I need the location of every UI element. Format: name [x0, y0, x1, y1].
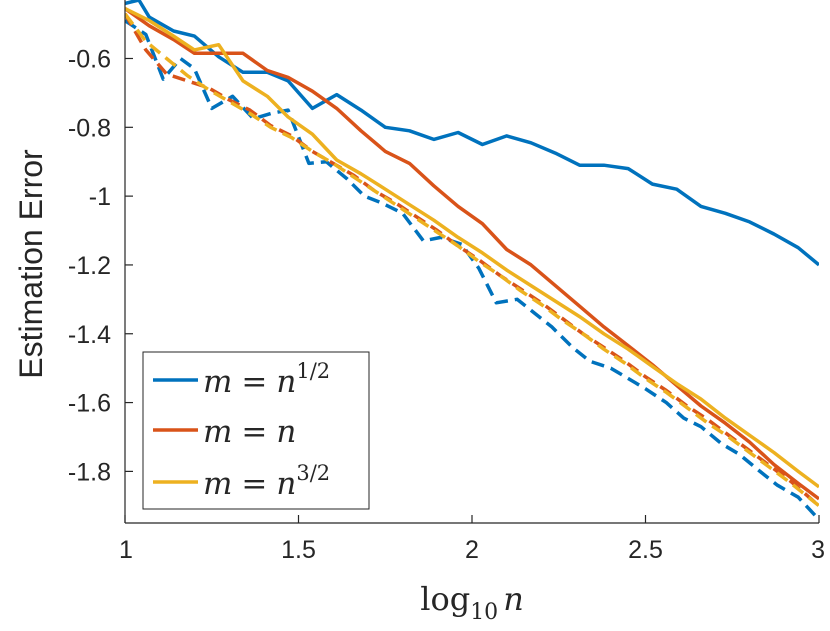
tick-labels: 1 1.5 2 2.5 3 -0.6 -0.8 -1 -1.2 -1.4 -1.6 -1.8	[68, 45, 825, 564]
x-tick-label: 3	[811, 536, 825, 564]
legend: m = n1/2 m = n m = n3/2	[142, 351, 370, 510]
series-line-5	[125, 12, 819, 508]
series-line-1	[125, 7, 819, 501]
legend-label: m = n1/2	[203, 359, 330, 400]
legend-label: m = n3/2	[203, 461, 330, 502]
x-tick-label: 1.5	[281, 536, 316, 564]
y-tick-label: -1.2	[68, 252, 111, 280]
x-tick-label: 2.5	[628, 536, 663, 564]
y-tick-label: -1.4	[68, 321, 111, 349]
x-tick-label: 1	[119, 536, 133, 564]
series-layer	[125, 0, 819, 521]
y-tick-label: -0.8	[68, 114, 111, 142]
legend-entry-three-halves: m = n3/2	[153, 461, 330, 502]
y-tick-label: -1.6	[68, 390, 111, 418]
legend-entry-sqrt: m = n1/2	[153, 359, 330, 400]
legend-entry-linear: m = n	[153, 414, 296, 450]
y-axis-title: Estimation Error	[13, 149, 49, 379]
y-tick-label: -1.8	[68, 458, 111, 486]
x-tick-label: 2	[465, 536, 479, 564]
legend-label: m = n	[203, 414, 296, 450]
y-tick-label: -0.6	[68, 45, 111, 73]
y-tick-label: -1	[89, 183, 111, 211]
series-line-0	[125, 0, 819, 267]
axes	[124, 0, 820, 524]
x-axis-title: log10 n	[420, 580, 524, 625]
series-line-2	[125, 7, 819, 489]
